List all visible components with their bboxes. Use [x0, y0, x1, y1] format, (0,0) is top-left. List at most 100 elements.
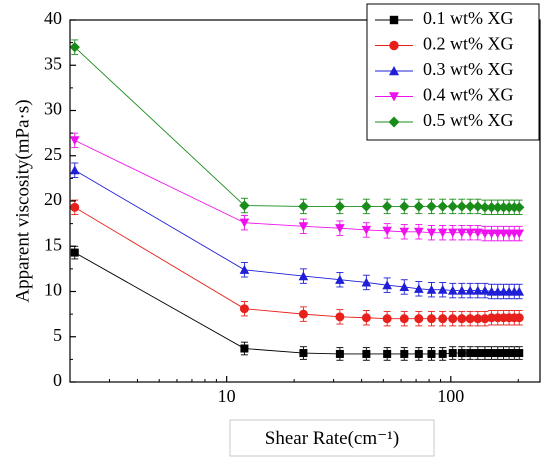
series-3	[69, 162, 525, 300]
data-point	[399, 282, 410, 292]
data-point	[473, 285, 483, 295]
data-point	[298, 222, 309, 232]
data-point	[298, 271, 309, 281]
data-point	[69, 136, 80, 146]
data-point	[437, 284, 448, 294]
data-point	[381, 201, 393, 212]
series-4	[69, 132, 525, 242]
data-point	[437, 228, 448, 238]
data-point	[413, 201, 425, 212]
legend-marker	[388, 116, 400, 128]
data-point	[498, 202, 509, 213]
data-point	[239, 304, 249, 314]
data-point	[492, 202, 503, 213]
y-tick-label-40: 40	[44, 8, 62, 28]
data-point	[473, 349, 482, 358]
data-point	[426, 228, 437, 238]
data-point	[514, 202, 525, 213]
data-point	[70, 248, 79, 257]
data-point	[361, 277, 372, 287]
legend-marker	[388, 65, 400, 76]
data-point	[299, 349, 308, 358]
data-point	[240, 344, 249, 353]
data-point	[487, 313, 497, 323]
data-point	[479, 202, 491, 213]
data-point	[457, 228, 467, 238]
y-tick-label-15: 15	[44, 234, 62, 254]
data-point	[473, 314, 483, 324]
x-axis-label: Shear Rate(cm⁻¹)	[265, 428, 399, 449]
data-point	[298, 309, 308, 319]
data-point	[382, 314, 392, 324]
data-point	[493, 349, 502, 358]
data-point	[466, 349, 475, 358]
data-point	[335, 312, 345, 322]
data-point	[465, 314, 475, 324]
x-tick-label-100: 100	[437, 386, 464, 406]
data-point	[457, 314, 467, 324]
data-point	[400, 349, 409, 358]
data-point	[414, 314, 424, 324]
data-point	[480, 314, 490, 324]
legend: 0.1 wt% XG 0.2 wt% XG 0.3 wt% XG 0.4 wt% XG…	[366, 3, 540, 141]
series-2	[70, 199, 524, 327]
y-tick-label-35: 35	[44, 53, 62, 73]
data-point	[448, 314, 458, 324]
data-point	[447, 201, 458, 212]
data-point	[414, 227, 424, 237]
data-point	[426, 314, 436, 324]
data-point	[362, 349, 371, 358]
y-tick-label-10: 10	[44, 280, 62, 300]
data-point	[437, 201, 448, 212]
data-point	[480, 349, 489, 358]
data-point	[361, 201, 372, 212]
data-point	[505, 349, 514, 358]
data-point	[515, 349, 524, 358]
series-1	[70, 245, 524, 361]
data-point	[335, 274, 345, 284]
data-point	[487, 349, 496, 358]
data-point	[464, 201, 476, 212]
series-5	[69, 39, 525, 216]
data-point	[480, 229, 490, 239]
data-point	[457, 349, 466, 358]
data-point	[399, 201, 410, 212]
legend-marker	[389, 15, 399, 25]
data-point	[335, 349, 344, 358]
y-tick-label-0: 0	[53, 370, 62, 390]
data-point	[426, 201, 437, 212]
data-point	[361, 313, 371, 323]
data-point	[69, 165, 80, 175]
data-point	[239, 218, 250, 228]
data-point	[438, 314, 448, 324]
y-tick-label-30: 30	[44, 99, 62, 119]
data-point	[69, 41, 80, 53]
y-axis-title: Apparent viscosity(mPa·s)	[12, 99, 33, 302]
data-point	[399, 314, 409, 324]
data-point	[427, 349, 436, 358]
data-point	[239, 200, 250, 211]
data-point	[448, 349, 457, 358]
plot-layer	[69, 39, 525, 361]
data-point	[239, 264, 250, 274]
data-point	[414, 283, 424, 293]
data-point	[447, 285, 458, 295]
legend-label: 0.2 wt% XG	[423, 34, 514, 54]
legend-marker	[388, 92, 400, 102]
data-point	[486, 286, 497, 296]
data-point	[298, 201, 309, 212]
y-axis-label: Apparent viscosity(mPa·s)	[12, 99, 33, 302]
data-point	[514, 286, 525, 296]
data-point	[70, 202, 80, 212]
data-point	[334, 201, 346, 212]
y-tick-label-5: 5	[53, 325, 62, 345]
data-point	[383, 349, 392, 358]
data-point	[465, 228, 475, 238]
legend-marker	[389, 40, 399, 51]
data-point	[382, 280, 392, 290]
legend-item-4: 0.4 wt% XG	[375, 85, 514, 105]
data-point	[456, 201, 468, 212]
data-point	[361, 225, 372, 235]
data-point	[503, 202, 515, 213]
